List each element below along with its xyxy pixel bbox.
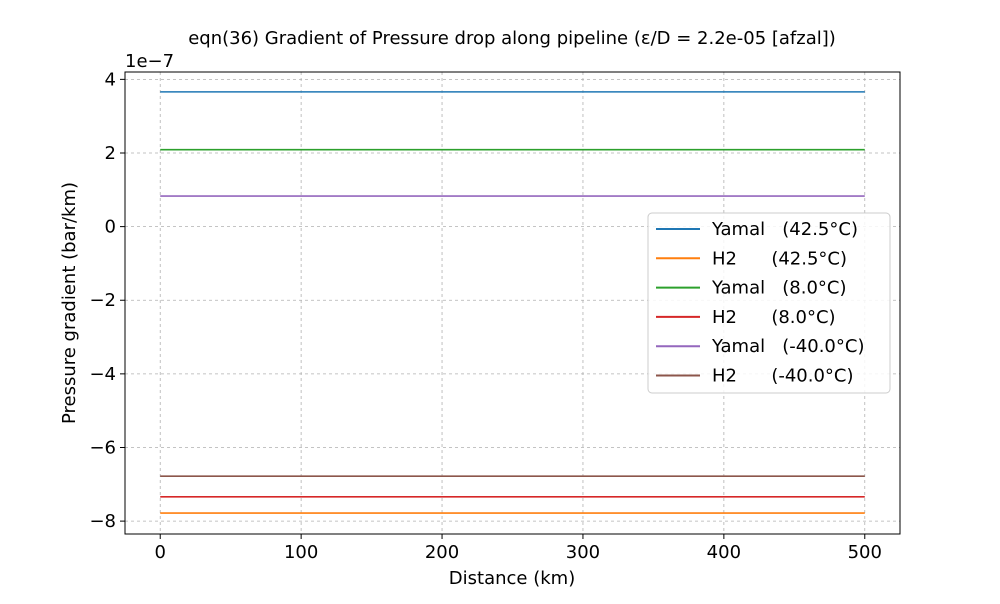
y-offset-label: 1e−7 — [125, 51, 174, 72]
y-tick-label: −6 — [89, 437, 116, 458]
x-tick-label: 200 — [425, 542, 459, 563]
y-axis-ticks: −8 −6 −4 −2 0 2 4 — [89, 69, 125, 532]
legend-label: Yamal (42.5°C) — [711, 219, 858, 240]
y-tick-label: −4 — [89, 364, 116, 385]
x-tick-label: 100 — [284, 542, 318, 563]
y-tick-label: −2 — [89, 290, 116, 311]
y-axis-label: Pressure gradient (bar/km) — [59, 182, 80, 424]
x-axis-ticks: 0 100 200 300 400 500 — [155, 534, 882, 563]
legend-box — [647, 212, 891, 394]
legend-label: H2 (8.0°C) — [712, 307, 836, 328]
x-tick-label: 400 — [707, 542, 741, 563]
legend-label: H2 (-40.0°C) — [712, 366, 854, 387]
y-tick-label: 2 — [105, 143, 116, 164]
legend-label: Yamal (-40.0°C) — [711, 336, 864, 357]
series-lines — [160, 91, 865, 514]
legend-label: H2 (42.5°C) — [712, 248, 847, 269]
x-axis-label: Distance (km) — [449, 568, 575, 589]
y-tick-label: 4 — [105, 69, 116, 90]
plot-frame — [124, 71, 901, 535]
x-tick-label: 500 — [848, 542, 882, 563]
y-tick-label: −8 — [89, 511, 116, 532]
x-tick-label: 0 — [155, 542, 166, 563]
legend: Yamal (42.5°C) H2 (42.5°C) Yamal (8.0°C) H2… — [647, 212, 891, 394]
chart-title: eqn(36) Gradient of Pressure drop along … — [188, 28, 836, 49]
x-tick-label: 300 — [566, 542, 600, 563]
y-tick-label: 0 — [105, 217, 116, 238]
legend-label: Yamal (8.0°C) — [711, 278, 847, 299]
